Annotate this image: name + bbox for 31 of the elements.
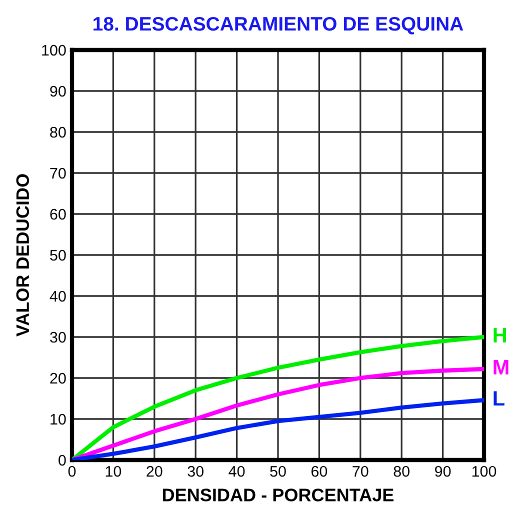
x-tick-label: 0 [68, 466, 76, 477]
x-tick-label: 90 [435, 466, 451, 477]
series-label: H [494, 328, 506, 342]
x-tick-label: 80 [394, 466, 410, 477]
y-tick-label: 40 [50, 290, 66, 302]
x-tick-label: 30 [188, 466, 204, 477]
y-tick-label: 30 [50, 332, 66, 343]
x-tick-label: 40 [228, 466, 245, 477]
y-tick-label: 20 [50, 372, 66, 384]
x-tick-label: 50 [270, 466, 286, 477]
x-tick-label: 10 [106, 466, 122, 477]
chart-title: 18. DESCASCARAMIENTO DE ESQUINA [94, 16, 464, 34]
line-series [72, 366, 484, 460]
series-label: L [494, 391, 504, 406]
x-tick-label: 100 [472, 466, 496, 477]
y-tick-label: 50 [50, 250, 66, 261]
line-series [72, 398, 484, 460]
y-tick-label: 0 [58, 454, 66, 466]
y-axis-title: VALOR DEDUCIDO [16, 174, 30, 336]
x-axis-title: DENSIDAD - PORCENTAJE [163, 488, 394, 502]
x-tick-label: 20 [146, 466, 162, 477]
line-series [72, 334, 484, 460]
series-label: M [494, 360, 508, 374]
y-tick-label: 80 [50, 126, 66, 138]
x-tick-label: 60 [311, 466, 328, 477]
y-tick-label: 60 [50, 208, 66, 220]
y-tick-label: 10 [50, 414, 66, 425]
x-tick-label: 70 [352, 466, 368, 477]
y-tick-label: 90 [50, 86, 66, 97]
y-tick-label: 100 [42, 44, 66, 56]
y-tick-label: 70 [50, 168, 66, 179]
